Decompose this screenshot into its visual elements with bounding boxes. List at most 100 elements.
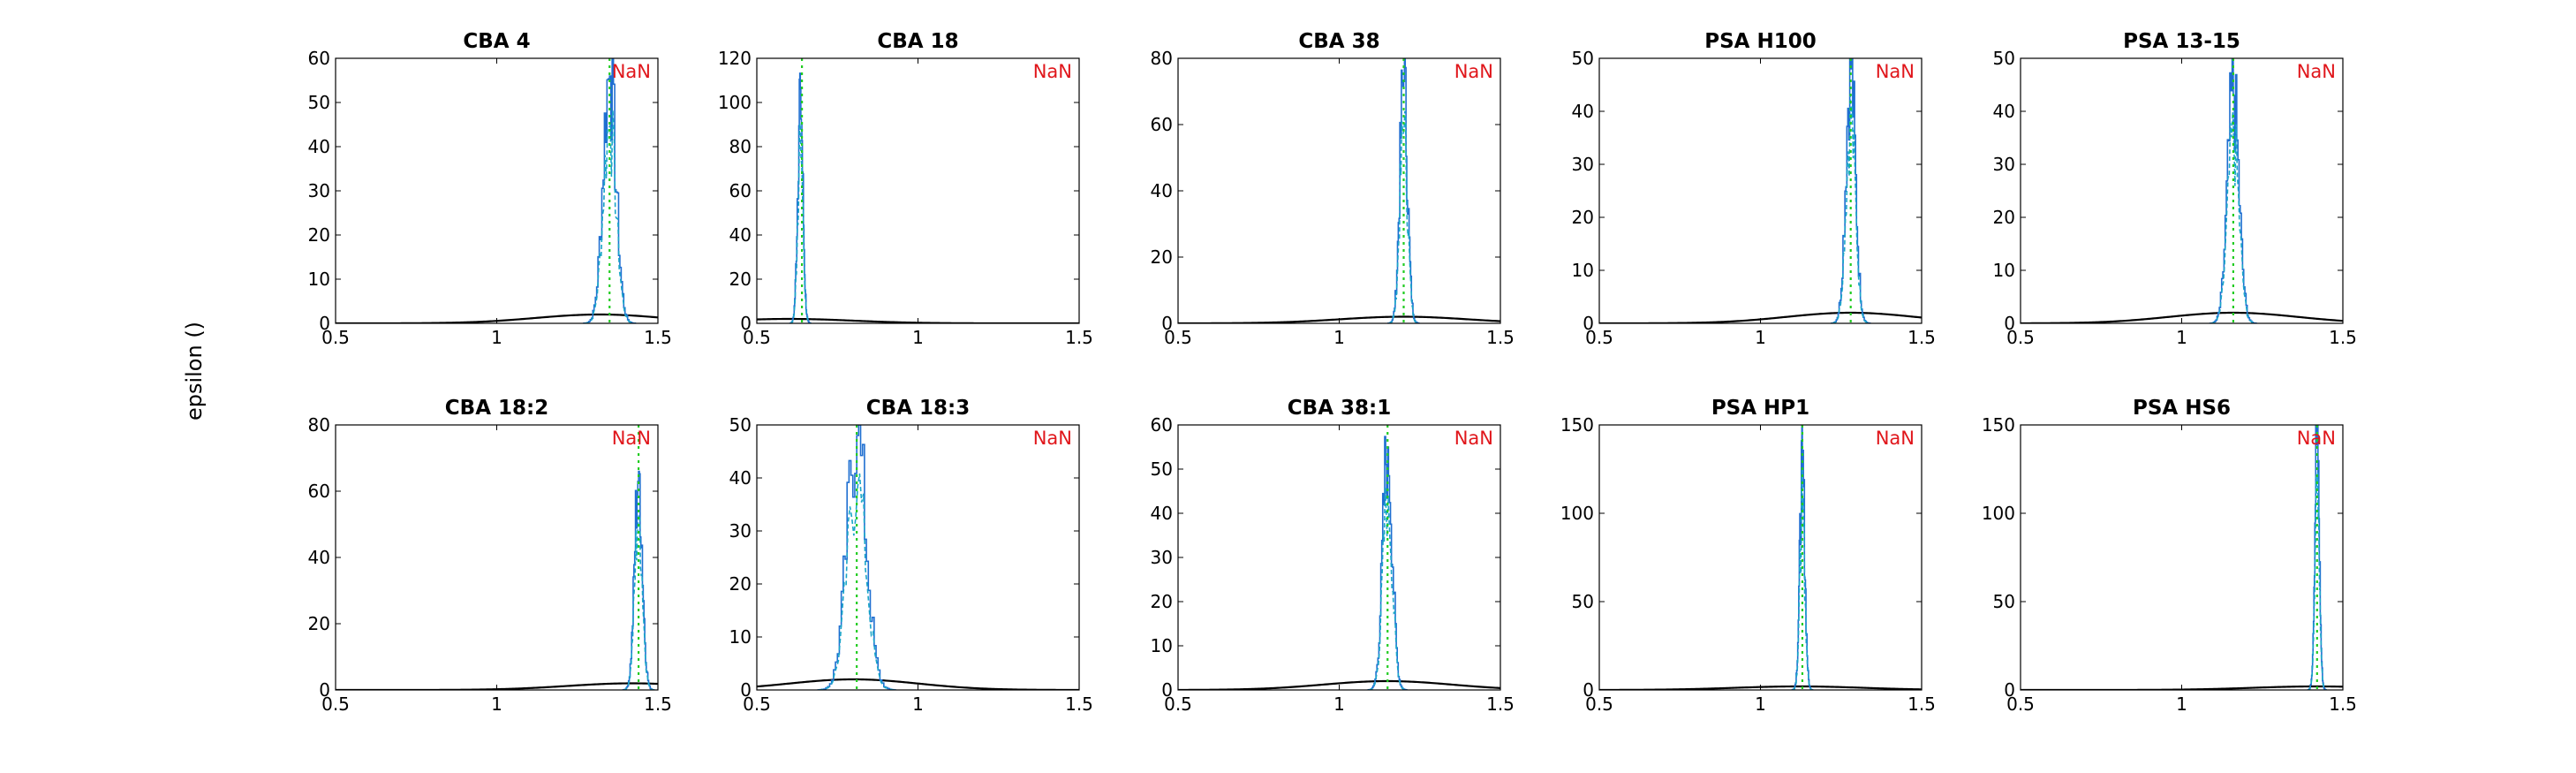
x-tick-label: 0.5 xyxy=(321,327,350,348)
y-tick-label: 40 xyxy=(308,136,330,157)
nan-annotation: NaN xyxy=(1033,428,1072,449)
y-tick-label: 20 xyxy=(1572,207,1594,228)
y-tick-label: 20 xyxy=(1151,246,1173,268)
nan-annotation: NaN xyxy=(612,428,651,449)
nan-annotation: NaN xyxy=(2297,61,2336,82)
y-tick-label: 40 xyxy=(729,224,752,246)
y-tick-label: 0 xyxy=(2004,679,2015,701)
subplot-6: 0.5 1 1.5 0 20 40 60 80 CBA 18:2 NaN xyxy=(308,397,672,715)
posterior-density-dashed xyxy=(584,110,635,323)
y-tick-label: 50 xyxy=(1993,591,2015,612)
subplot-1: 0.5 1 1.5 0 10 20 30 40 50 60 CBA 4 NaN xyxy=(308,30,672,348)
posterior-histogram xyxy=(817,425,896,690)
axes-frame xyxy=(1177,57,1501,324)
nan-annotation: NaN xyxy=(2297,428,2336,449)
axes-frame xyxy=(2020,424,2344,691)
axes-frame xyxy=(1598,424,1923,691)
y-tick-label: 100 xyxy=(1560,503,1594,524)
nan-annotation: NaN xyxy=(1876,61,1915,82)
y-tick-label: 40 xyxy=(1151,503,1173,524)
plot-area xyxy=(2021,425,2343,690)
x-tick-label: 1.5 xyxy=(644,693,672,715)
subplot-title: CBA 18:2 xyxy=(445,397,548,420)
y-tick-label: 100 xyxy=(1982,503,2015,524)
y-tick-label: 60 xyxy=(308,48,330,69)
y-tick-label: 150 xyxy=(1560,414,1594,436)
subplot-title: PSA HS6 xyxy=(2133,397,2231,420)
subplot-title: CBA 18:3 xyxy=(866,397,970,420)
y-tick-label: 40 xyxy=(1572,101,1594,122)
x-tick-label: 0.5 xyxy=(321,693,350,715)
y-tick-label: 100 xyxy=(718,92,752,113)
subplot-title: CBA 4 xyxy=(463,30,530,53)
y-tick-label: 40 xyxy=(1151,180,1173,201)
y-tick-label: 20 xyxy=(1993,207,2015,228)
posterior-density-dashed xyxy=(1388,110,1419,323)
x-tick-label: 1.5 xyxy=(1486,693,1515,715)
posterior-histogram xyxy=(2209,58,2257,323)
y-tick-label: 60 xyxy=(1151,414,1173,436)
x-tick-label: 1 xyxy=(491,327,502,348)
posterior-density-dashed xyxy=(2210,111,2256,323)
y-tick-label: 60 xyxy=(1151,114,1173,135)
axes-frame xyxy=(1598,57,1923,324)
posterior-histogram xyxy=(1791,425,1814,690)
y-tick-label: 0 xyxy=(1161,679,1173,701)
x-tick-label: 0.5 xyxy=(1585,693,1613,715)
y-tick-label: 50 xyxy=(729,414,752,436)
x-tick-label: 1 xyxy=(1755,327,1766,348)
plot-area xyxy=(1178,58,1500,323)
plot-area xyxy=(336,425,658,690)
y-tick-label: 50 xyxy=(1993,48,2015,69)
posterior-density-dashed xyxy=(2308,473,2326,690)
nan-annotation: NaN xyxy=(1033,61,1072,82)
y-tick-label: 30 xyxy=(1572,154,1594,175)
x-tick-label: 1.5 xyxy=(1907,693,1936,715)
nan-annotation: NaN xyxy=(1454,428,1493,449)
y-tick-label: 20 xyxy=(308,224,330,246)
y-tick-label: 40 xyxy=(729,467,752,489)
subplot-8: 0.5 1 1.5 0 10 20 30 40 50 60 CBA 38:1 NaN xyxy=(1151,397,1515,715)
x-tick-label: 1 xyxy=(1755,693,1766,715)
x-tick-label: 1 xyxy=(912,327,924,348)
y-tick-label: 10 xyxy=(1993,260,2015,281)
y-tick-label: 50 xyxy=(1572,591,1594,612)
y-tick-label: 0 xyxy=(1161,313,1173,334)
y-tick-label: 0 xyxy=(319,313,330,334)
y-tick-label: 0 xyxy=(1583,679,1594,701)
y-tick-label: 10 xyxy=(308,269,330,290)
plot-area xyxy=(1599,58,1922,323)
y-tick-label: 0 xyxy=(319,679,330,701)
subplot-5: 0.5 1 1.5 0 10 20 30 40 50 PSA 13-15 NaN xyxy=(1993,30,2357,348)
y-tick-label: 20 xyxy=(729,573,752,595)
y-tick-label: 80 xyxy=(729,136,752,157)
y-tick-label: 0 xyxy=(740,313,752,334)
plot-area xyxy=(2021,58,2343,323)
x-tick-label: 0.5 xyxy=(1585,327,1613,348)
y-tick-label: 60 xyxy=(308,481,330,502)
x-tick-label: 1.5 xyxy=(1065,327,1093,348)
posterior-histogram xyxy=(1831,58,1871,323)
axes-frame xyxy=(335,424,659,691)
x-tick-label: 1.5 xyxy=(1486,327,1515,348)
plot-area xyxy=(757,425,1079,690)
x-tick-label: 1 xyxy=(1333,693,1345,715)
nan-annotation: NaN xyxy=(612,61,651,82)
x-tick-label: 0.5 xyxy=(1164,327,1192,348)
y-tick-label: 40 xyxy=(1993,101,2015,122)
y-tick-label: 50 xyxy=(1151,458,1173,480)
axes-frame xyxy=(2020,57,2344,324)
y-tick-label: 30 xyxy=(1993,154,2015,175)
posterior-density-dashed xyxy=(1792,468,1813,690)
y-tick-label: 0 xyxy=(740,679,752,701)
y-tick-label: 150 xyxy=(1982,414,2015,436)
subplot-3: 0.5 1 1.5 0 20 40 60 80 CBA 38 NaN xyxy=(1151,30,1515,348)
subplot-title: CBA 38:1 xyxy=(1288,397,1391,420)
subplot-10: 0.5 1 1.5 0 50 100 150 PSA HS6 NaN xyxy=(1982,397,2357,715)
y-tick-label: 20 xyxy=(1151,591,1173,612)
y-tick-label: 0 xyxy=(2004,313,2015,334)
posterior-density-dashed xyxy=(1832,95,1870,323)
subplot-title: PSA H100 xyxy=(1704,30,1817,53)
subplot-title: CBA 38 xyxy=(1298,30,1379,53)
